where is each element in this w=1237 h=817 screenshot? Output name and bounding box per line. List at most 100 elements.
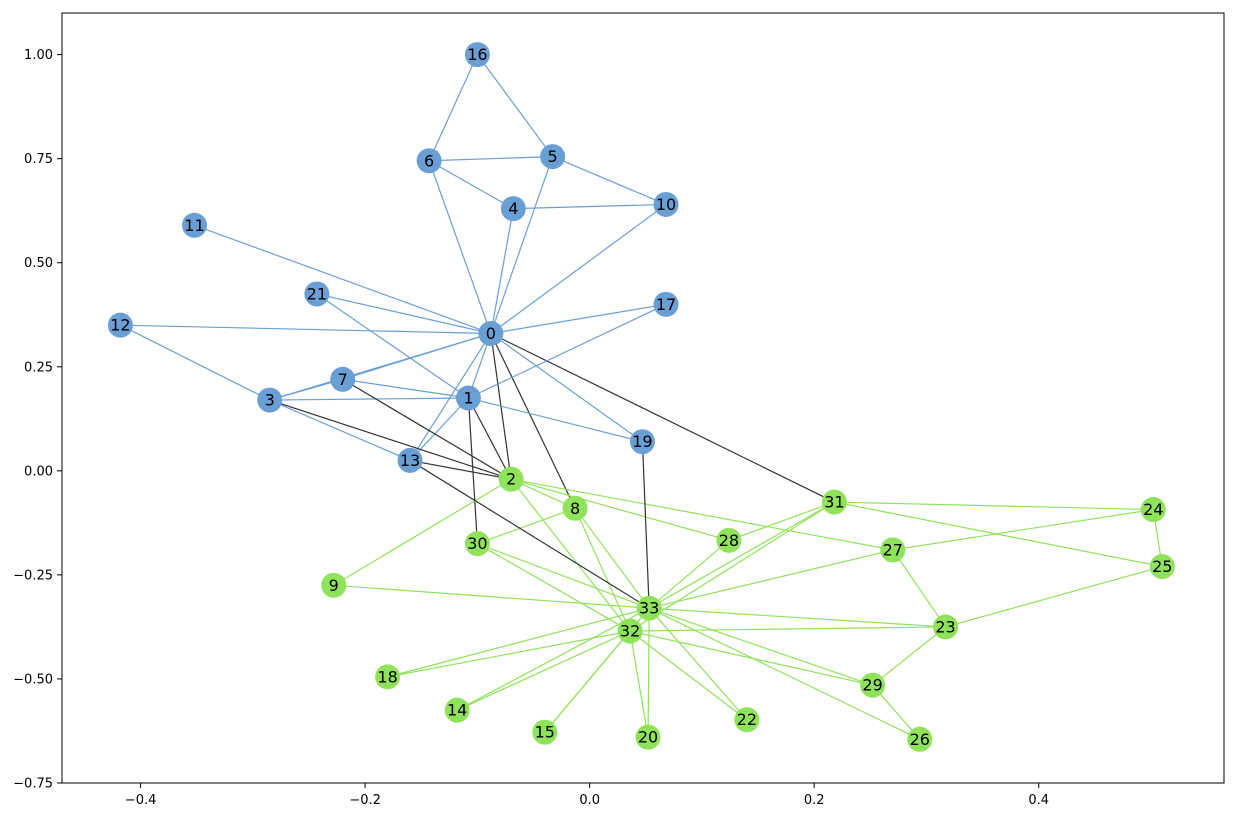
edge-1-30 [467, 397, 478, 544]
edge-0-7 [342, 332, 492, 380]
plot-area-frame [61, 12, 1225, 784]
node-label: 29 [862, 676, 882, 695]
edge-23-25 [945, 565, 1163, 628]
y-tick-label: 0.75 [24, 152, 53, 167]
node-circle [397, 447, 423, 473]
node-label: 9 [329, 576, 339, 595]
y-axis-ticks: −0.75 −0.50 −0.25 0.00 0.25 0.50 0.75 1.00 [13, 48, 62, 792]
node-circle [617, 618, 643, 644]
edge-19-33 [641, 441, 650, 609]
edge-23-33 [649, 607, 946, 628]
node-10: 10 [653, 191, 679, 217]
node-7: 7 [330, 366, 356, 392]
node-circle [636, 595, 662, 621]
edge-31-32 [629, 501, 835, 632]
edge-0-5 [490, 156, 554, 334]
node-3: 3 [257, 387, 283, 413]
edge-3-13 [269, 399, 411, 461]
edge-3-7 [269, 378, 343, 401]
node-label: 10 [656, 195, 676, 214]
node-circle [107, 312, 133, 338]
edge-0-12 [120, 324, 491, 335]
edge-1-2 [467, 397, 512, 480]
node-23: 23 [933, 614, 959, 640]
node-33: 33 [636, 595, 662, 621]
edge-1-19 [468, 397, 643, 443]
node-circle [455, 385, 481, 411]
edges-layer [120, 54, 1163, 740]
edge-1-17 [468, 303, 667, 399]
edge-0-11 [194, 224, 492, 335]
node-21: 21 [304, 281, 330, 307]
edge-0-4 [490, 208, 514, 334]
edge-0-17 [490, 303, 667, 335]
node-13: 13 [397, 447, 423, 473]
node-circle [653, 191, 679, 217]
node-label: 17 [656, 295, 676, 314]
nodes-layer: 0123456789101112131415161718192021222324… [107, 42, 1175, 752]
edge-28-33 [648, 539, 730, 609]
edge-8-32 [574, 508, 631, 632]
edge-23-29 [872, 626, 946, 686]
node-circle [716, 527, 742, 553]
edge-31-33 [648, 501, 835, 609]
node-label: 5 [548, 147, 558, 166]
node-label: 4 [508, 199, 518, 218]
edge-9-33 [333, 584, 650, 609]
node-9: 9 [321, 572, 347, 598]
edge-0-6 [428, 160, 492, 334]
node-27: 27 [880, 537, 906, 563]
node-circle [532, 719, 558, 745]
node-circle [562, 495, 588, 521]
edge-18-32 [387, 630, 631, 678]
node-circle [330, 366, 356, 392]
node-label: 8 [570, 499, 580, 518]
node-15: 15 [532, 719, 558, 745]
node-circle [464, 42, 490, 68]
node-circle [257, 387, 283, 413]
y-tick-label: 0.25 [24, 360, 53, 375]
node-circle [821, 489, 847, 515]
node-label: 33 [639, 599, 659, 618]
edge-0-13 [409, 333, 492, 461]
node-label: 7 [338, 370, 348, 389]
node-29: 29 [860, 672, 886, 698]
node-label: 21 [307, 284, 327, 303]
node-label: 11 [184, 216, 204, 235]
node-0: 0 [478, 320, 504, 346]
node-circle [860, 672, 886, 698]
node-circle [635, 724, 661, 750]
edge-1-13 [409, 397, 469, 461]
node-label: 6 [424, 151, 434, 170]
edge-4-6 [428, 160, 514, 210]
edge-8-33 [574, 507, 650, 609]
node-label: 16 [467, 45, 487, 64]
y-tick-label: 1.00 [24, 48, 53, 63]
node-circle [540, 144, 566, 170]
node-circle [181, 212, 207, 238]
node-circle [444, 697, 470, 723]
node-circle [1149, 554, 1175, 580]
node-label: 31 [824, 493, 844, 512]
node-circle [907, 726, 933, 752]
x-tick-label: 0.2 [804, 793, 825, 808]
node-label: 13 [400, 451, 420, 470]
node-28: 28 [716, 527, 742, 553]
edge-1-7 [342, 378, 469, 399]
node-label: 23 [935, 617, 955, 636]
node-14: 14 [444, 697, 470, 723]
node-4: 4 [500, 196, 526, 222]
y-tick-label: −0.75 [13, 777, 53, 792]
node-31: 31 [821, 489, 847, 515]
node-label: 2 [506, 470, 516, 489]
edge-20-33 [647, 608, 650, 738]
node-circle [304, 281, 330, 307]
edge-2-27 [510, 478, 893, 551]
node-circle [933, 614, 959, 640]
edge-3-12 [120, 324, 270, 401]
node-label: 27 [883, 540, 903, 559]
node-circle [629, 429, 655, 455]
node-26: 26 [907, 726, 933, 752]
edge-23-27 [892, 549, 947, 628]
